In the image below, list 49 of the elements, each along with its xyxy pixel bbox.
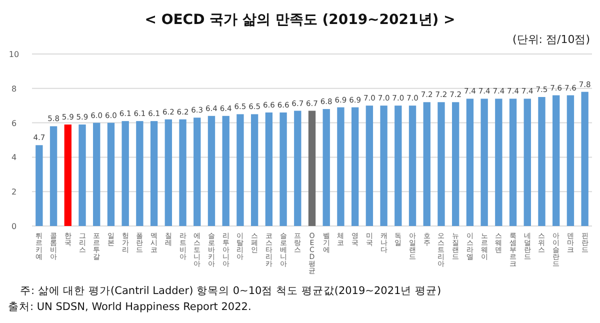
bar: [452, 102, 460, 226]
y-tick-label: 10: [8, 50, 20, 59]
bar: [93, 122, 100, 226]
bar: [78, 124, 86, 226]
bar: [423, 102, 430, 226]
bar: [524, 98, 531, 226]
bar: [164, 119, 172, 226]
y-tick-label: 4: [11, 153, 17, 162]
bar: [438, 102, 445, 226]
bar: [150, 121, 158, 226]
bar: [509, 98, 517, 226]
bar: [552, 95, 560, 226]
y-tick-label: 2: [11, 188, 17, 197]
bar: [236, 114, 244, 226]
bar: [36, 145, 43, 226]
bar: [265, 112, 273, 226]
bar: [480, 98, 488, 226]
bar: [208, 116, 216, 226]
bar: [366, 106, 374, 226]
y-tick-label: 0: [11, 222, 17, 231]
bar: [294, 110, 302, 226]
bar: [408, 106, 416, 226]
bar: [322, 109, 330, 226]
bar: [337, 107, 344, 226]
bar: [351, 107, 359, 226]
bar: [308, 110, 316, 226]
bar: [250, 114, 258, 226]
bar: [466, 98, 474, 226]
bar: [179, 119, 186, 226]
bar: [107, 122, 115, 226]
text: 주: 삶에 대한 평가(Cantril Ladder) 항목의 0~10점 척도 평균값(2019~2021년 평균): [20, 285, 442, 297]
bar: [495, 98, 502, 226]
bar: [136, 121, 144, 226]
bar: [222, 116, 230, 226]
bar: [122, 121, 129, 226]
chart-subtitle: (단위: 점/10점): [512, 33, 590, 46]
bar: [64, 124, 72, 226]
bar: [194, 118, 201, 226]
source-note: 출처: UN SDSN, World Happiness Report 2022.: [8, 301, 252, 313]
bar: [538, 97, 546, 226]
bar: [581, 92, 588, 226]
bar: [50, 126, 58, 226]
y-tick-label: 8: [11, 84, 17, 94]
bar: [380, 106, 388, 226]
bar: [394, 106, 402, 226]
bar: [280, 112, 287, 226]
y-tick-label: 6: [11, 118, 17, 128]
chart-title: < OECD 국가 삶의 만족도 (2019~2021년) >: [144, 12, 456, 28]
bar: [566, 95, 574, 226]
